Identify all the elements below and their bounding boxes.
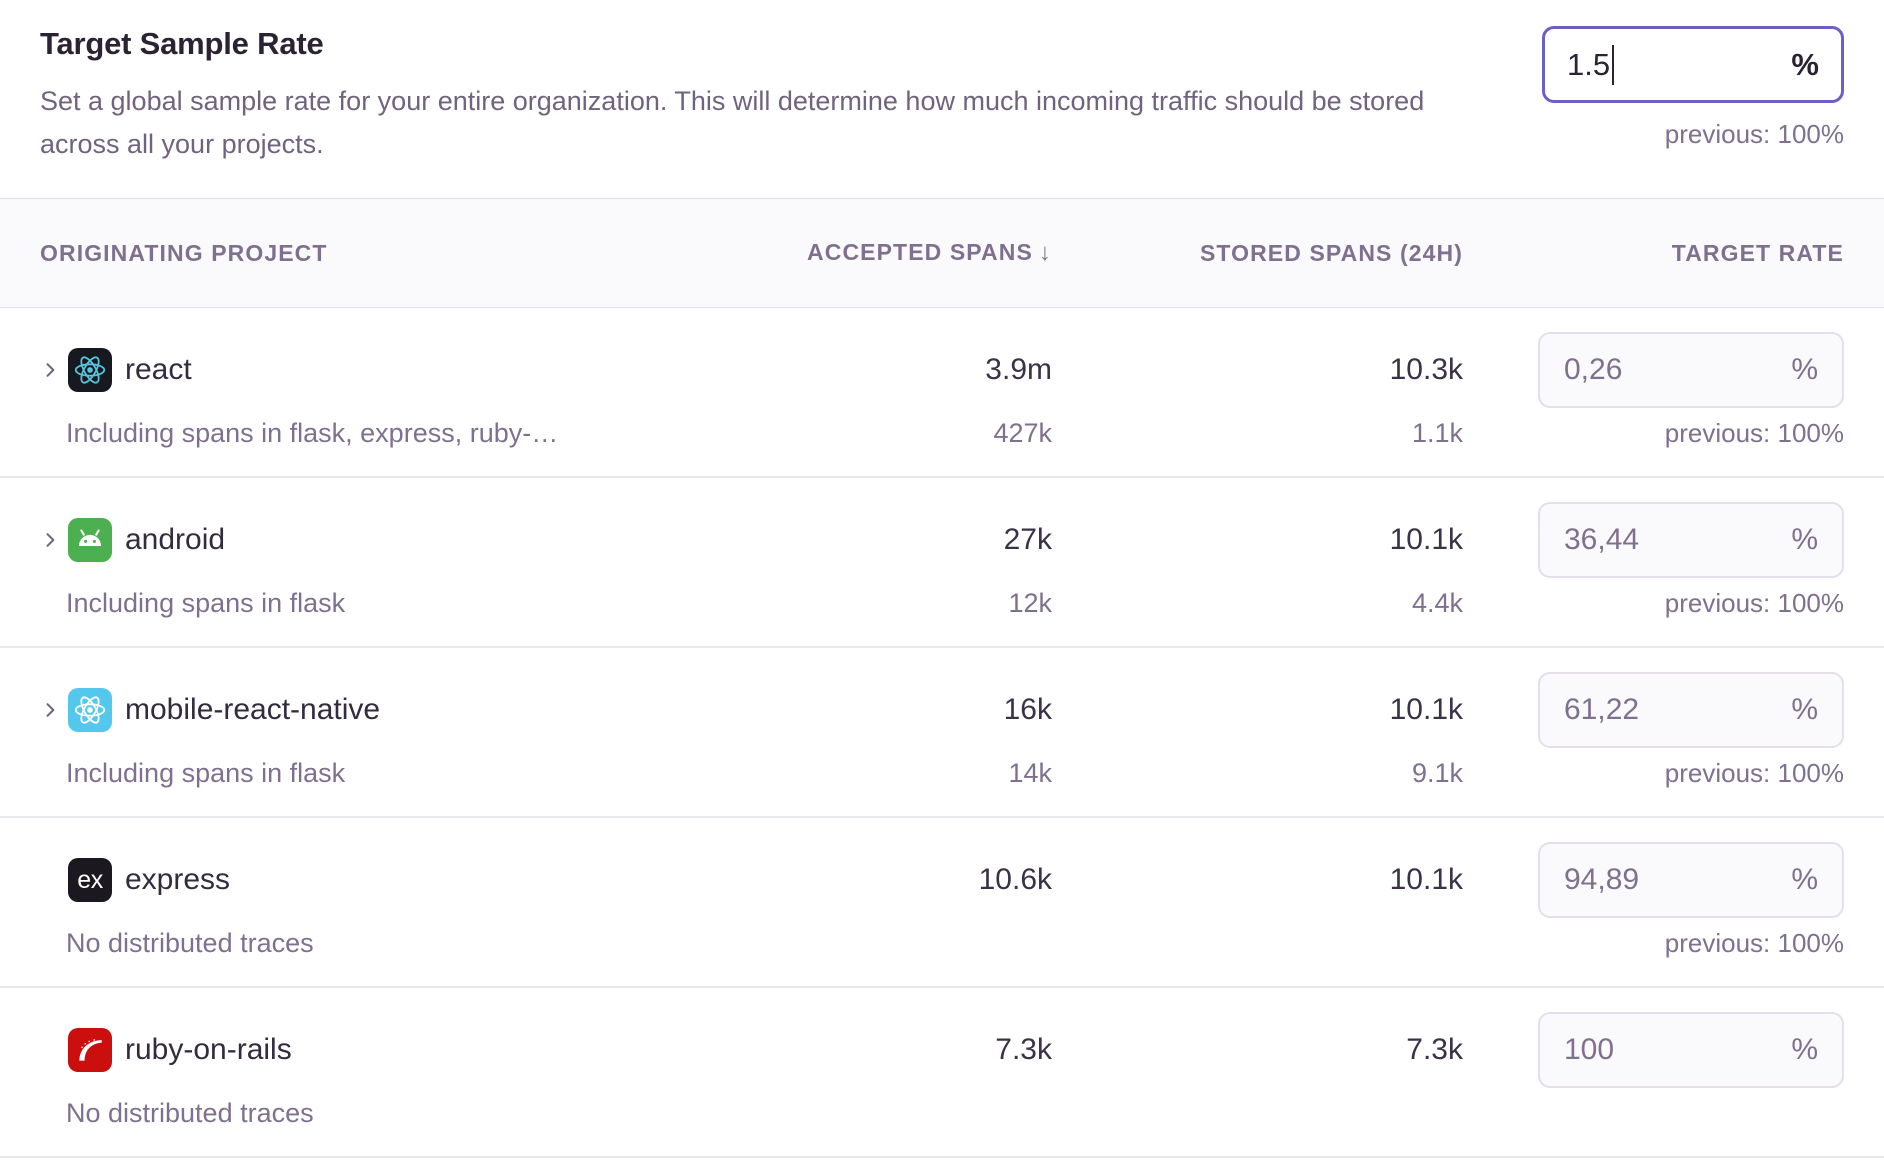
table-header-row: Originating Project Accepted Spans ↓ Stor… xyxy=(0,198,1884,308)
project-target-rate-input[interactable]: 0,26 % xyxy=(1538,332,1844,408)
included-spans-note: No distributed traces xyxy=(66,1098,314,1128)
percent-suffix: % xyxy=(1791,353,1818,386)
target-rate-value: 94,89 xyxy=(1564,863,1640,896)
previous-rate: previous: 100% xyxy=(1664,758,1844,788)
android-icon xyxy=(68,518,112,562)
target-rate-value: 61,22 xyxy=(1564,693,1640,726)
column-header-accepted-spans[interactable]: Accepted Spans ↓ xyxy=(807,239,1052,266)
project-target-rate-input[interactable]: 94,89 % xyxy=(1538,842,1844,918)
target-rate-value: 36,44 xyxy=(1564,523,1640,556)
accepted-spans-value: 3.9m xyxy=(985,353,1052,386)
sub-accepted-spans: 427k xyxy=(993,418,1052,448)
previous-rate: previous: 100% xyxy=(1664,928,1844,958)
global-sample-rate-value: 1.5 xyxy=(1567,46,1611,82)
stored-spans-value: 10.3k xyxy=(1389,353,1463,386)
sub-stored-spans: 9.1k xyxy=(1411,758,1463,788)
percent-suffix: % xyxy=(1791,46,1819,82)
sub-accepted-spans: 14k xyxy=(1008,758,1052,788)
included-spans-note: No distributed traces xyxy=(66,928,314,958)
stored-spans-value: 7.3k xyxy=(1406,1033,1463,1066)
accepted-spans-value: 7.3k xyxy=(995,1033,1052,1066)
table-row: mobile-react-native 16k 10.1k 61,22 % In… xyxy=(0,648,1884,818)
table-row: react 3.9m 10.3k 0,26 % Including spans … xyxy=(0,308,1884,478)
chevron-spacer xyxy=(40,1035,60,1065)
percent-suffix: % xyxy=(1791,693,1818,726)
page-description: Set a global sample rate for your entire… xyxy=(40,86,1425,159)
table-row: android 27k 10.1k 36,44 % Including span… xyxy=(0,478,1884,648)
expand-chevron-icon[interactable] xyxy=(40,695,60,725)
included-spans-note: Including spans in flask xyxy=(66,588,346,618)
rails-icon xyxy=(68,1028,112,1072)
react-icon xyxy=(68,348,112,392)
percent-suffix: % xyxy=(1791,863,1818,896)
column-header-originating-project: Originating Project xyxy=(40,239,328,266)
previous-rate: previous: 100% xyxy=(1664,588,1844,618)
chevron-spacer xyxy=(40,865,60,895)
previous-rate: previous: 100% xyxy=(1664,418,1844,448)
target-rate-value: 100 xyxy=(1564,1033,1615,1066)
page-title: Target Sample Rate xyxy=(40,26,324,61)
included-spans-note: Including spans in flask xyxy=(66,758,346,788)
stored-spans-value: 10.1k xyxy=(1389,523,1463,556)
sub-stored-spans: 1.1k xyxy=(1411,418,1463,448)
project-name[interactable]: android xyxy=(125,523,226,556)
global-previous-rate: previous: 100% xyxy=(1664,119,1844,149)
project-name[interactable]: react xyxy=(125,353,192,386)
percent-suffix: % xyxy=(1791,523,1818,556)
table-row: ruby-on-rails 7.3k 7.3k 100 % No distrib… xyxy=(0,988,1884,1158)
express-icon: ex xyxy=(68,858,112,902)
sub-stored-spans: 4.4k xyxy=(1411,588,1463,618)
project-name[interactable]: express xyxy=(125,863,231,896)
stored-spans-value: 10.1k xyxy=(1389,863,1463,896)
column-header-stored-spans: Stored Spans (24h) xyxy=(1199,239,1463,266)
expand-chevron-icon[interactable] xyxy=(40,525,60,555)
percent-suffix: % xyxy=(1791,1033,1818,1066)
project-target-rate-input[interactable]: 61,22 % xyxy=(1538,672,1844,748)
sub-accepted-spans: 12k xyxy=(1008,588,1052,618)
table-row: ex express 10.6k 10.1k 94,89 % No distri… xyxy=(0,818,1884,988)
project-name[interactable]: ruby-on-rails xyxy=(125,1033,292,1066)
stored-spans-value: 10.1k xyxy=(1389,693,1463,726)
column-header-target-rate: Target Rate xyxy=(1671,239,1844,266)
project-target-rate-input[interactable]: 36,44 % xyxy=(1538,502,1844,578)
global-sample-rate-input[interactable]: 1.5 % xyxy=(1542,26,1844,103)
target-sample-rate-section: Target Sample Rate Set a global sample r… xyxy=(0,0,1884,198)
project-name[interactable]: mobile-react-native xyxy=(125,693,381,726)
included-spans-note: Including spans in flask, express, ruby-… xyxy=(66,418,559,448)
sort-descending-icon: ↓ xyxy=(1038,239,1052,266)
accepted-spans-value: 16k xyxy=(1003,693,1052,726)
expand-chevron-icon[interactable] xyxy=(40,355,60,385)
text-caret xyxy=(1612,44,1615,85)
accepted-spans-value: 10.6k xyxy=(978,863,1052,896)
target-rate-value: 0,26 xyxy=(1564,353,1623,386)
react-native-icon xyxy=(68,688,112,732)
accepted-spans-value: 27k xyxy=(1003,523,1052,556)
project-target-rate-input[interactable]: 100 % xyxy=(1538,1012,1844,1088)
